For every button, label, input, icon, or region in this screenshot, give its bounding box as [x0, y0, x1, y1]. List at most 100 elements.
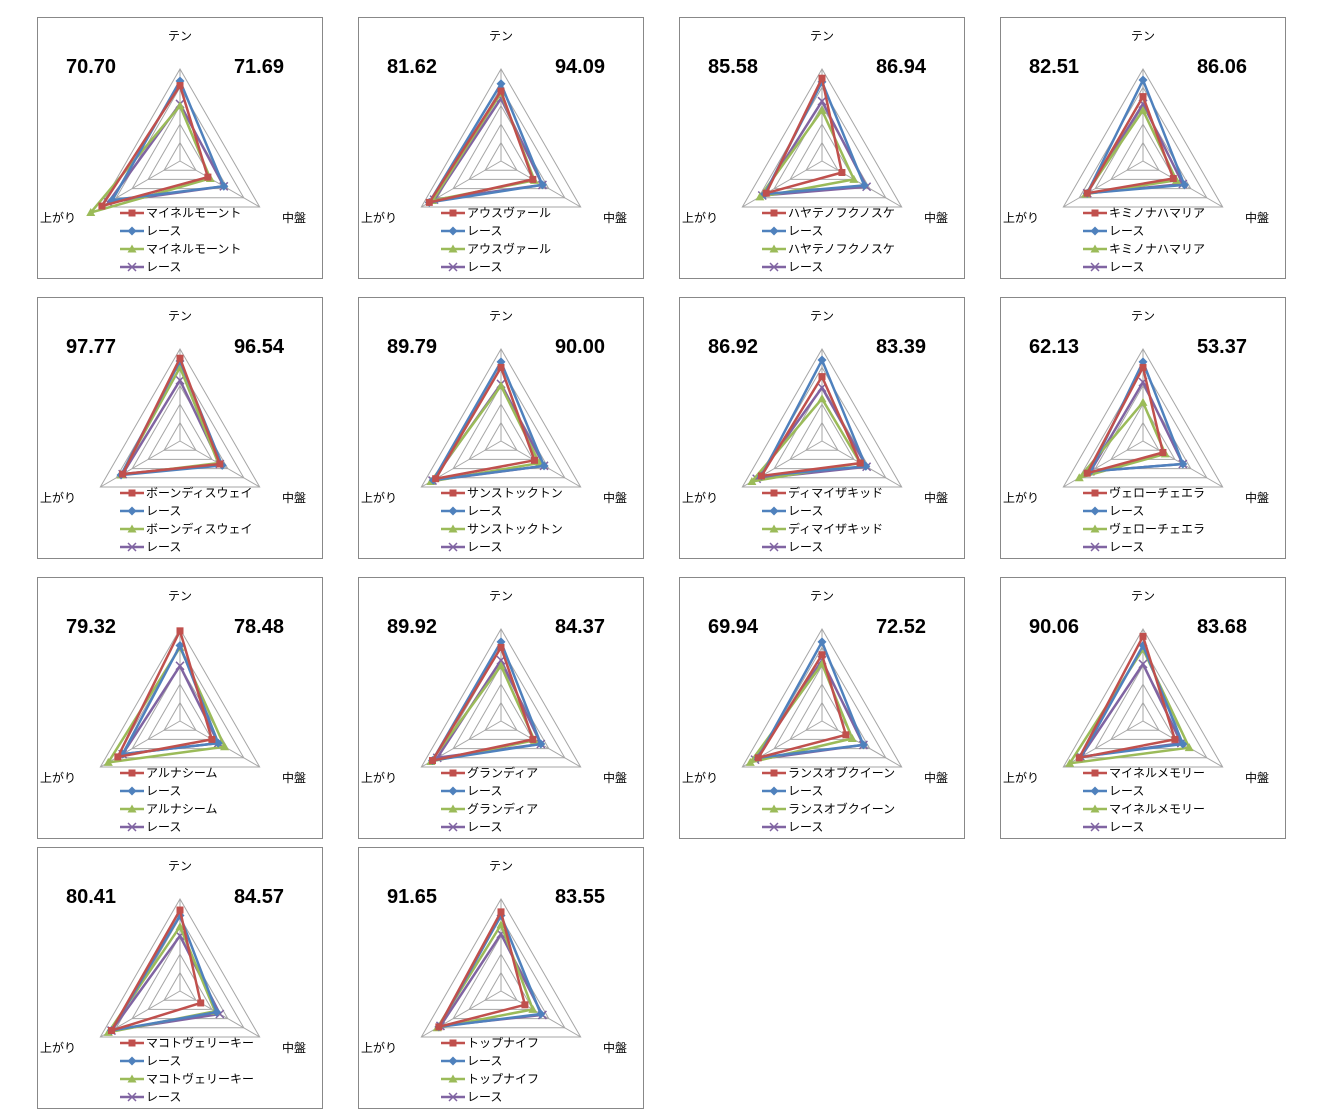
- grid-ring: [1078, 366, 1208, 479]
- data-point: [212, 1007, 222, 1017]
- data-point: [762, 189, 770, 197]
- legend-marker: [1091, 209, 1099, 217]
- series-1: [432, 363, 538, 483]
- radar-chart-panel: テン 中盤 上がり ランスオブクイーン レース ランスオブクイーン レース 69.94 72.5…: [679, 577, 965, 839]
- right-score: 94.09: [554, 56, 605, 78]
- legend-marker: [769, 226, 779, 236]
- left-score: 80.41: [66, 886, 117, 908]
- legend-marker: [1090, 804, 1100, 813]
- series-1: [1083, 363, 1167, 477]
- data-point: [208, 735, 216, 743]
- data-point: [496, 661, 506, 670]
- legend-entry: レース: [146, 820, 181, 834]
- data-point: [435, 1023, 443, 1031]
- grid-ring: [420, 67, 582, 208]
- grid-ring: [115, 646, 245, 759]
- legend-marker: [127, 506, 137, 516]
- series-line: [760, 99, 868, 197]
- legend-entry: レース: [467, 540, 502, 554]
- legend-marker: [1091, 489, 1099, 497]
- data-point: [497, 87, 505, 95]
- legend-marker: [127, 804, 137, 813]
- data-point: [1139, 632, 1147, 640]
- right-score: 96.54: [233, 336, 284, 358]
- legend-entry: レース: [1109, 260, 1144, 274]
- legend-entry: レース: [467, 1090, 502, 1104]
- grid-ring: [420, 897, 582, 1038]
- series-line: [757, 640, 865, 760]
- series-line: [100, 84, 210, 208]
- grid-ring: [484, 701, 518, 731]
- axis-label: 中盤: [1245, 210, 1269, 225]
- series-3: [755, 105, 859, 201]
- series-4: [757, 96, 872, 201]
- axis-label: 上がり: [682, 490, 718, 505]
- radar-chart-panel: テン 中盤 上がり マイネルメモリー レース マイネルメモリー レース 90.06 83.68: [1000, 577, 1286, 839]
- legend-entry: レース: [146, 1090, 181, 1104]
- legend-marker: [127, 1092, 137, 1102]
- legend-marker: [449, 209, 457, 217]
- legend-entry: レース: [788, 820, 823, 834]
- right-score: 86.94: [875, 56, 926, 78]
- radar-chart-panel: テン 中盤 上がり ディマイザキッド レース ディマイザキッド レース 86.92 83.39: [679, 297, 965, 559]
- legend-entry: マイネルメモリー: [1109, 766, 1205, 780]
- grid-ring: [163, 141, 197, 171]
- axis-label: 中盤: [282, 210, 306, 225]
- right-score: 83.39: [875, 336, 926, 358]
- data-point: [1138, 397, 1148, 406]
- axis-label: 中盤: [603, 210, 627, 225]
- data-point: [849, 174, 859, 183]
- axis-label: 中盤: [603, 770, 627, 785]
- series-line: [757, 653, 848, 760]
- legend-marker: [770, 769, 778, 777]
- data-point: [1138, 75, 1148, 85]
- left-score: 85.58: [708, 56, 759, 78]
- legend-entry: レース: [1109, 784, 1144, 798]
- data-point: [98, 202, 106, 210]
- legend-entry: ボーンディスウェイ: [146, 485, 253, 500]
- legend-entry: ハヤテノフクノスケ: [788, 242, 895, 256]
- legend-marker: [769, 506, 779, 516]
- grid-ring: [468, 683, 534, 740]
- series-1: [754, 651, 850, 762]
- radar-chart-panel: テン 中盤 上がり トップナイフ レース トップナイフ レース 91.65 83.55: [358, 847, 644, 1109]
- axis-label: 中盤: [603, 1040, 627, 1055]
- axis-label: テン: [810, 589, 834, 603]
- data-point: [858, 740, 868, 750]
- legend-marker: [448, 244, 458, 253]
- legend-marker: [127, 542, 137, 552]
- legend-marker: [448, 1056, 458, 1066]
- data-point: [838, 169, 846, 176]
- series-line: [110, 914, 218, 1032]
- data-point: [1138, 105, 1148, 114]
- series-line: [436, 923, 535, 1030]
- axis-label: 中盤: [282, 1040, 306, 1055]
- grid-ring: [420, 627, 582, 768]
- legend-marker: [448, 786, 458, 796]
- grid-ring: [1126, 141, 1160, 171]
- data-point: [1178, 739, 1188, 749]
- grid-ring: [1110, 683, 1176, 740]
- axis-label: テン: [168, 859, 192, 873]
- series-1: [114, 627, 216, 761]
- axis-label: 中盤: [924, 210, 948, 225]
- axis-label: 上がり: [361, 490, 397, 505]
- grid-ring: [805, 701, 839, 731]
- legend-entry: レース: [467, 224, 502, 238]
- data-point: [1138, 659, 1148, 669]
- grid-ring: [1062, 347, 1224, 488]
- legend-entry: レース: [467, 1054, 502, 1068]
- axis-label: 中盤: [603, 490, 627, 505]
- right-score: 72.52: [875, 616, 926, 638]
- data-point: [204, 173, 212, 181]
- data-point: [1065, 758, 1075, 767]
- grid-spoke: [179, 160, 260, 208]
- right-score: 53.37: [1196, 336, 1247, 358]
- data-point: [817, 637, 827, 647]
